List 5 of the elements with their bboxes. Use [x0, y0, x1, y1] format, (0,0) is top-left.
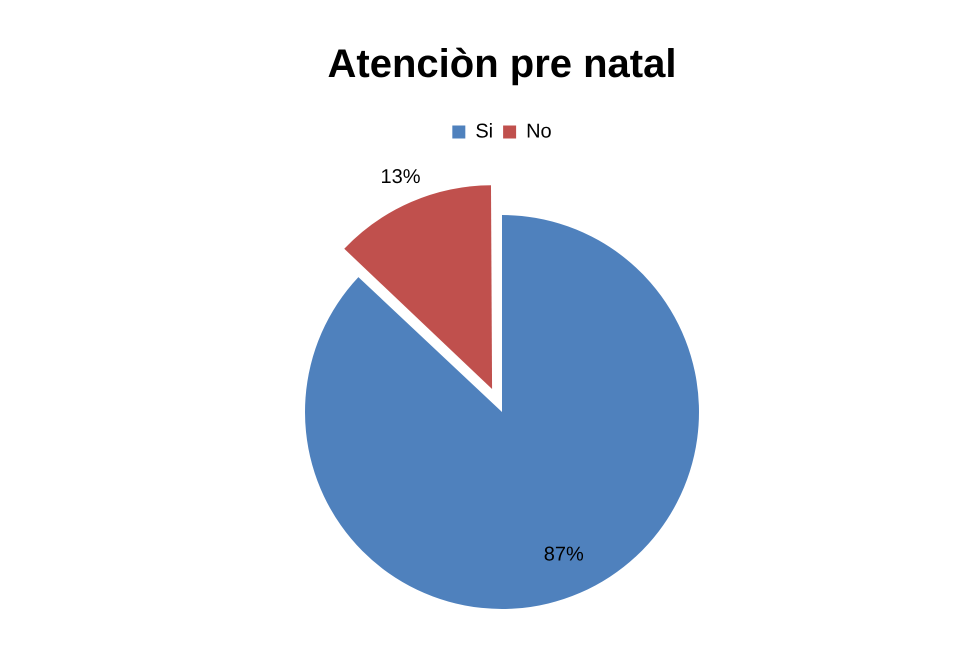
legend-label: Si: [475, 120, 494, 143]
legend-label: No: [526, 120, 552, 143]
chart-title: Atenciòn pre natal: [328, 42, 676, 86]
data-label: 13%: [380, 166, 421, 188]
data-label: 87%: [544, 543, 584, 566]
